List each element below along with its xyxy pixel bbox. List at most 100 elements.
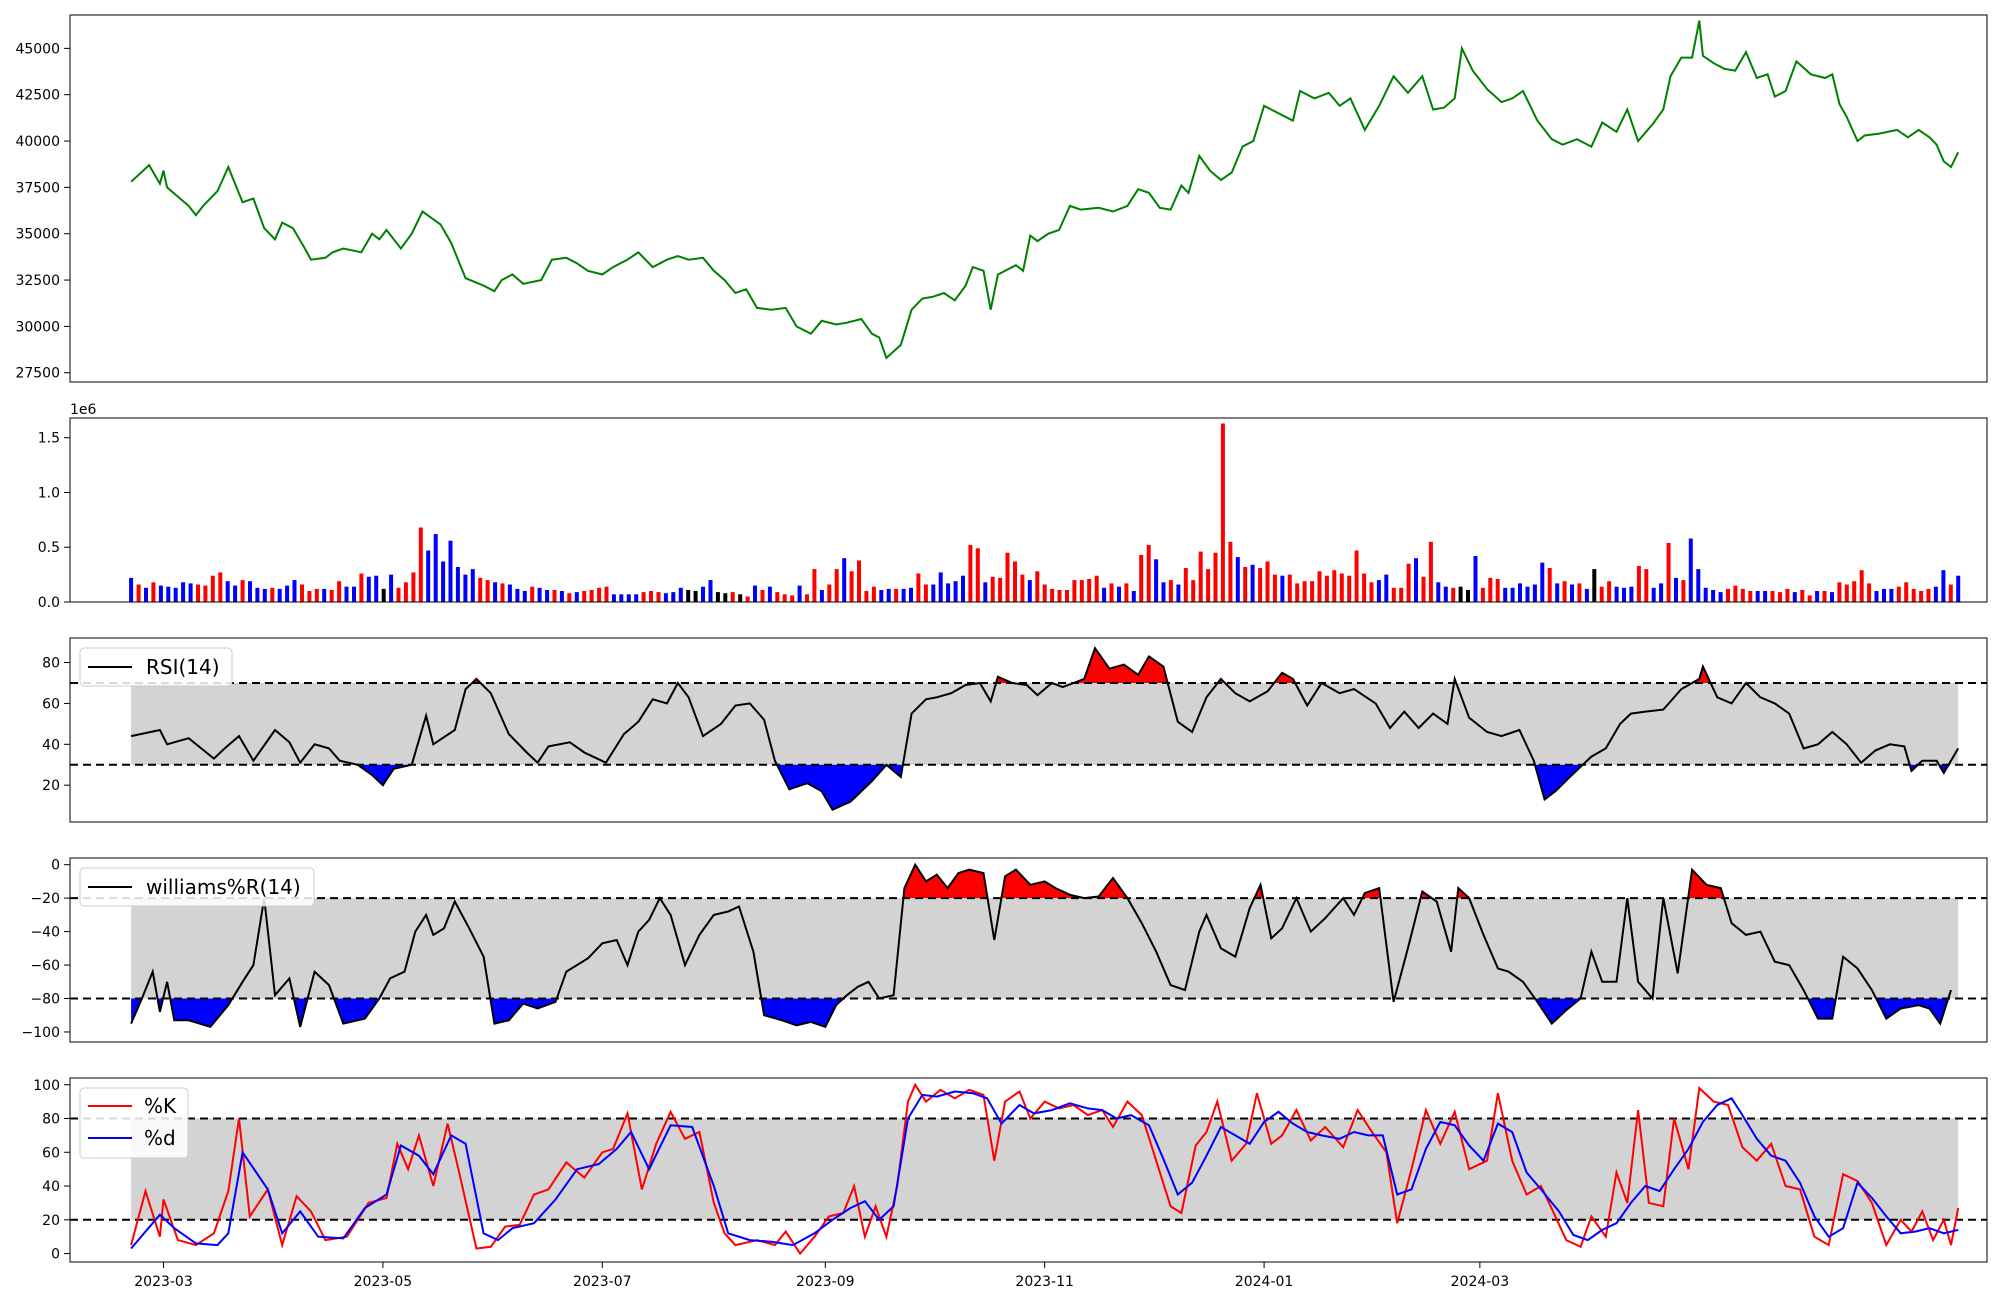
volume-bar [1495, 579, 1500, 602]
volume-bar [857, 560, 861, 602]
volume-bar [1295, 583, 1300, 602]
volume-bar [931, 584, 936, 602]
volume-bar [946, 583, 951, 602]
volume-panel: 0.0 0.5 1.0 1.5 1e6 [38, 402, 1988, 611]
rsi-series-line [130, 646, 1960, 811]
rsi-legend: RSI(14) [79, 647, 233, 687]
volume-bar [441, 561, 446, 602]
volume-bar [292, 580, 297, 602]
volume-bar [656, 592, 661, 602]
volume-bar [1518, 583, 1522, 602]
volume-bar [285, 585, 290, 602]
volume-bar [545, 590, 550, 602]
volume-bar [173, 587, 178, 602]
price-frame [69, 14, 1988, 383]
volume-bar [1198, 551, 1203, 602]
volume-bar [715, 592, 720, 602]
volume-bar [1362, 573, 1367, 602]
volume-bar [1525, 586, 1530, 602]
volume-bar [1666, 542, 1671, 602]
volume-bar [1859, 570, 1864, 602]
price-y-tick-label: 42500 [15, 88, 60, 104]
volume-bar [1087, 579, 1092, 602]
volume-bar [961, 575, 965, 602]
williams-overbought-fill [1688, 869, 1724, 899]
stochastic-y-tick-label: 80 [42, 1112, 60, 1128]
volume-bar [1287, 574, 1292, 602]
volume-bar [1815, 591, 1820, 602]
volume-bar [1213, 552, 1218, 602]
volume-bar [849, 571, 854, 602]
volume-bar [426, 550, 431, 602]
volume-bar [819, 590, 824, 602]
volume-bar [1562, 581, 1567, 602]
volume-bar [270, 587, 275, 602]
stochastic-series-line [130, 1082, 1960, 1256]
volume-bar [1748, 591, 1753, 602]
date-x-tick-label: 2023-11 [1015, 1274, 1074, 1290]
volume-bar [210, 575, 215, 602]
volume-bar [886, 588, 891, 602]
williams-y-axis: −100 −80 −60 −40 −20 0 [22, 858, 70, 1041]
volume-bar [1911, 588, 1916, 602]
date-x-tick-label: 2024-03 [1451, 1274, 1510, 1290]
williams-legend-box [79, 867, 315, 907]
stochastic-legend-d-label: %d [144, 1126, 176, 1150]
volume-bar [923, 584, 928, 602]
stochastic-y-tick-label: 20 [42, 1213, 60, 1229]
volume-bar [1154, 559, 1159, 602]
volume-bar [1636, 565, 1641, 602]
price-panel: 27500 30000 32500 35000 37500 40000 42500 45000 [15, 14, 1988, 383]
volume-bar [626, 594, 631, 602]
volume-y-tick-label: 0.5 [38, 540, 60, 556]
volume-frame [69, 417, 1988, 603]
volume-bar [1354, 550, 1359, 602]
volume-y-tick-label: 1.0 [38, 485, 60, 501]
volume-bar [1168, 580, 1173, 602]
volume-bar [1391, 587, 1396, 602]
williams-oversold-fill [293, 998, 308, 1027]
volume-bar [1592, 569, 1597, 602]
volume-bar [359, 573, 364, 602]
williams-y-tick-label: −100 [22, 1025, 60, 1041]
volume-bar [1740, 588, 1745, 602]
volume-bar [1852, 581, 1857, 602]
volume-bar [1584, 588, 1589, 602]
volume-bar [834, 569, 839, 602]
volume-bar [1406, 563, 1411, 602]
volume-bar [678, 587, 683, 602]
volume-bar [344, 586, 349, 602]
volume-bar [1443, 586, 1448, 602]
williams-series-line [130, 862, 1952, 1029]
volume-bar [1191, 580, 1196, 602]
volume-bar [1035, 571, 1040, 602]
price-plot-area [70, 15, 1987, 382]
stochastic-y-tick-label: 100 [33, 1078, 60, 1094]
volume-bar [1926, 588, 1931, 602]
volume-bar [1117, 586, 1121, 602]
volume-bar [1317, 571, 1322, 602]
volume-bar [619, 594, 624, 602]
volume-bar [745, 596, 750, 602]
rsi-y-tick-label: 20 [42, 778, 60, 794]
volume-bar [1272, 574, 1277, 602]
volume-bar [1644, 569, 1649, 602]
volume-bar [1674, 577, 1678, 602]
volume-bar [1161, 582, 1166, 602]
volume-bar [559, 591, 564, 602]
stochastic-y-tick-label: 40 [42, 1179, 60, 1195]
volume-bar [1258, 568, 1263, 602]
volume-bar [1428, 541, 1433, 602]
volume-bar [1822, 591, 1827, 602]
volume-bar [1703, 587, 1708, 602]
volume-bar [1176, 584, 1181, 602]
volume-bar [1302, 581, 1307, 602]
rsi-y-axis: 20 40 60 80 [42, 656, 70, 794]
volume-bar [708, 580, 713, 602]
williams-overbought-fill [903, 864, 988, 899]
volume-bar [1376, 580, 1381, 602]
volume-bar [277, 588, 282, 602]
williams-overbought-fill [1362, 888, 1381, 899]
volume-bar [1102, 587, 1107, 602]
